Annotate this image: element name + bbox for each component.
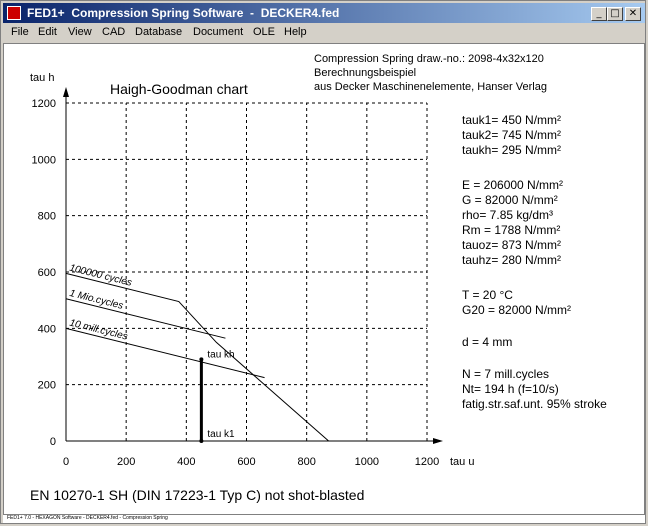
- chart-grid: [66, 102, 428, 441]
- series-label-1: 100000 cycles: [68, 263, 133, 289]
- param-line: taukh= 295 N/mm²: [462, 143, 561, 157]
- title-bar[interactable]: FED1+ Compression Spring Software - DECK…: [3, 3, 645, 23]
- menu-cad[interactable]: CAD: [102, 26, 126, 38]
- app-spring-icon[interactable]: [7, 6, 21, 20]
- x-tick-label: 600: [237, 456, 255, 468]
- series-line-3: [65, 327, 265, 379]
- series-line-1: [65, 272, 329, 442]
- menu-bar: File Edit View CAD Database Document OLE…: [3, 24, 645, 42]
- param-line: fatig.str.saf.unt. 95% stroke: [462, 397, 607, 411]
- param-line: tauoz= 873 N/mm²: [462, 238, 561, 252]
- header-line-2: Berechnungsbeispiel: [314, 67, 416, 79]
- y-tick-label: 1200: [32, 98, 56, 110]
- y-tick-label: 0: [50, 436, 56, 448]
- param-line: Nt= 194 h (f=10/s): [462, 382, 559, 396]
- param-line: tauk1= 450 N/mm²: [462, 113, 561, 127]
- annotation-tau-k1: tau k1: [207, 429, 235, 440]
- param-line: T = 20 °C: [462, 288, 513, 302]
- param-line: Rm = 1788 N/mm²: [462, 223, 560, 237]
- param-line: G20 = 82000 N/mm²: [462, 303, 571, 317]
- y-tick-label: 600: [38, 267, 56, 279]
- series-label-3: 10 mill.cycles: [68, 318, 128, 343]
- y-tick-label: 200: [38, 380, 56, 392]
- menu-file[interactable]: File: [11, 26, 29, 38]
- param-line: G = 82000 N/mm²: [462, 193, 558, 207]
- menu-help[interactable]: Help: [284, 26, 307, 38]
- stroke-upper-point: [199, 357, 204, 362]
- param-line: rho= 7.85 kg/dm³: [462, 208, 553, 222]
- header-line-1: Compression Spring draw.-no.: 2098-4x32x…: [314, 53, 544, 65]
- stroke-lower-point: [199, 439, 204, 443]
- x-tick-label: 800: [297, 456, 315, 468]
- x-tick-label: 0: [63, 456, 69, 468]
- series-label-2: 1 Mio.cycles: [68, 288, 124, 312]
- y-tick-label: 400: [38, 323, 56, 335]
- param-line: tauk2= 745 N/mm²: [462, 128, 561, 142]
- param-line: N = 7 mill.cycles: [462, 367, 549, 381]
- maximize-button[interactable]: □: [607, 7, 623, 21]
- header-line-3: aus Decker Maschinenelemente, Hanser Ver…: [314, 81, 547, 93]
- param-line: E = 206000 N/mm²: [462, 178, 563, 192]
- y-tick-label: 800: [38, 211, 56, 223]
- x-tick-label: 400: [177, 456, 195, 468]
- status-text: FED1+ 7.0 - HEXAGON Software - DECKER4.f…: [7, 515, 168, 521]
- window-title: FED1+ Compression Spring Software - DECK…: [27, 6, 340, 20]
- y-axis-arrow: [63, 87, 69, 97]
- close-button[interactable]: ✕: [625, 7, 641, 21]
- x-axis-arrow: [433, 438, 443, 444]
- menu-database[interactable]: Database: [135, 26, 183, 38]
- param-line: tauhz= 280 N/mm²: [462, 253, 561, 267]
- minimize-button[interactable]: _: [591, 7, 607, 21]
- chart-axes: [63, 87, 443, 444]
- y-axis-label: tau h: [30, 72, 54, 84]
- x-axis-label: tau u: [450, 456, 474, 468]
- y-tick-label: 1000: [32, 154, 56, 166]
- series-line-2: [65, 298, 226, 339]
- menu-edit[interactable]: Edit: [38, 26, 57, 38]
- menu-document[interactable]: Document: [193, 26, 244, 38]
- annotation-tau-kh: tau kh: [207, 349, 234, 360]
- material-note: EN 10270-1 SH (DIN 17223-1 Typ C) not sh…: [30, 487, 364, 503]
- chart-ticks: 0 200 400 600 800 1000 1200 0 200 400 600 800 1000 12…: [32, 98, 440, 468]
- x-tick-label: 1200: [415, 456, 439, 468]
- drawing-area[interactable]: 100000 cycles 1 Mio.cycles 10 mill.cycles t…: [3, 43, 645, 515]
- chart-title: Haigh-Goodman chart: [110, 81, 248, 97]
- x-tick-label: 200: [117, 456, 135, 468]
- x-tick-label: 1000: [355, 456, 379, 468]
- menu-ole[interactable]: OLE: [253, 26, 276, 38]
- param-line: d = 4 mm: [462, 335, 512, 349]
- status-bar: FED1+ 7.0 - HEXAGON Software - DECKER4.f…: [3, 515, 645, 523]
- menu-view[interactable]: View: [68, 26, 92, 38]
